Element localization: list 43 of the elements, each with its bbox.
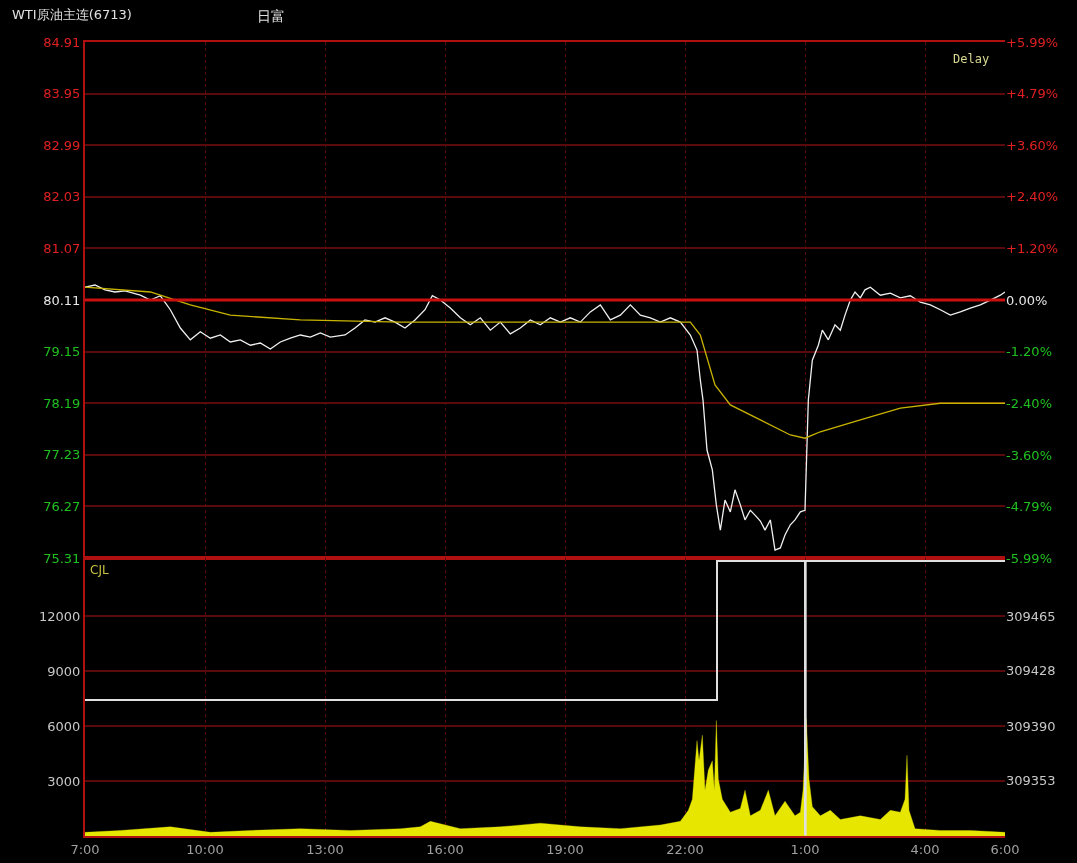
y2-tick-label: +2.40% — [1006, 189, 1059, 205]
y2-tick-label: 309353 — [1006, 772, 1056, 788]
chart-title: WTI原油主连(6713) — [12, 7, 132, 23]
y2-tick-label: +3.60% — [1006, 137, 1059, 153]
y-tick-label: 84.91 — [43, 34, 81, 50]
y2-tick-label: 309390 — [1006, 718, 1056, 734]
y2-tick-label: -2.40% — [1006, 395, 1052, 411]
annotation: Delay — [953, 52, 990, 66]
y-tick-label: 83.95 — [43, 86, 81, 102]
x-tick-label: 1:00 — [790, 841, 820, 857]
y-tick-label: 80.11 — [43, 292, 81, 308]
y2-tick-label: +1.20% — [1006, 240, 1059, 256]
y-tick-label: 81.07 — [43, 240, 81, 256]
x-tick-label: 16:00 — [426, 841, 464, 857]
y-tick-label: 77.23 — [43, 447, 81, 463]
y-tick-label: 79.15 — [43, 344, 81, 360]
y-tick-label: 78.19 — [43, 395, 81, 411]
y2-tick-label: 309465 — [1006, 609, 1056, 625]
y-tick-label: 76.27 — [43, 499, 81, 515]
y-tick-label: 3000 — [47, 773, 81, 789]
y2-tick-label: 309428 — [1006, 663, 1056, 679]
y-tick-label: 82.03 — [43, 189, 81, 205]
y2-tick-label: +4.79% — [1006, 86, 1059, 102]
y-tick-label: 82.99 — [43, 137, 81, 153]
x-tick-label: 7:00 — [70, 841, 100, 857]
y2-tick-label: +5.99% — [1006, 34, 1059, 50]
y2-tick-label: 0.00% — [1006, 292, 1048, 308]
y-tick-label: 75.31 — [43, 550, 81, 566]
x-tick-label: 19:00 — [546, 841, 584, 857]
y-tick-label: 9000 — [47, 663, 81, 679]
x-tick-label: 22:00 — [666, 841, 704, 857]
x-tick-label: 10:00 — [186, 841, 224, 857]
y2-tick-label: -5.99% — [1006, 550, 1052, 566]
y2-tick-label: -1.20% — [1006, 344, 1052, 360]
text: 日富 — [257, 8, 285, 24]
x-tick-label: 4:00 — [910, 841, 940, 857]
annotation: CJL — [90, 563, 109, 577]
y2-tick-label: -4.79% — [1006, 498, 1052, 514]
x-tick-label: 13:00 — [306, 841, 344, 857]
y2-tick-label: -3.60% — [1006, 447, 1052, 463]
y-tick-label: 12000 — [39, 608, 81, 624]
y-tick-label: 6000 — [47, 718, 81, 734]
x-tick-label: 6:00 — [990, 841, 1020, 857]
